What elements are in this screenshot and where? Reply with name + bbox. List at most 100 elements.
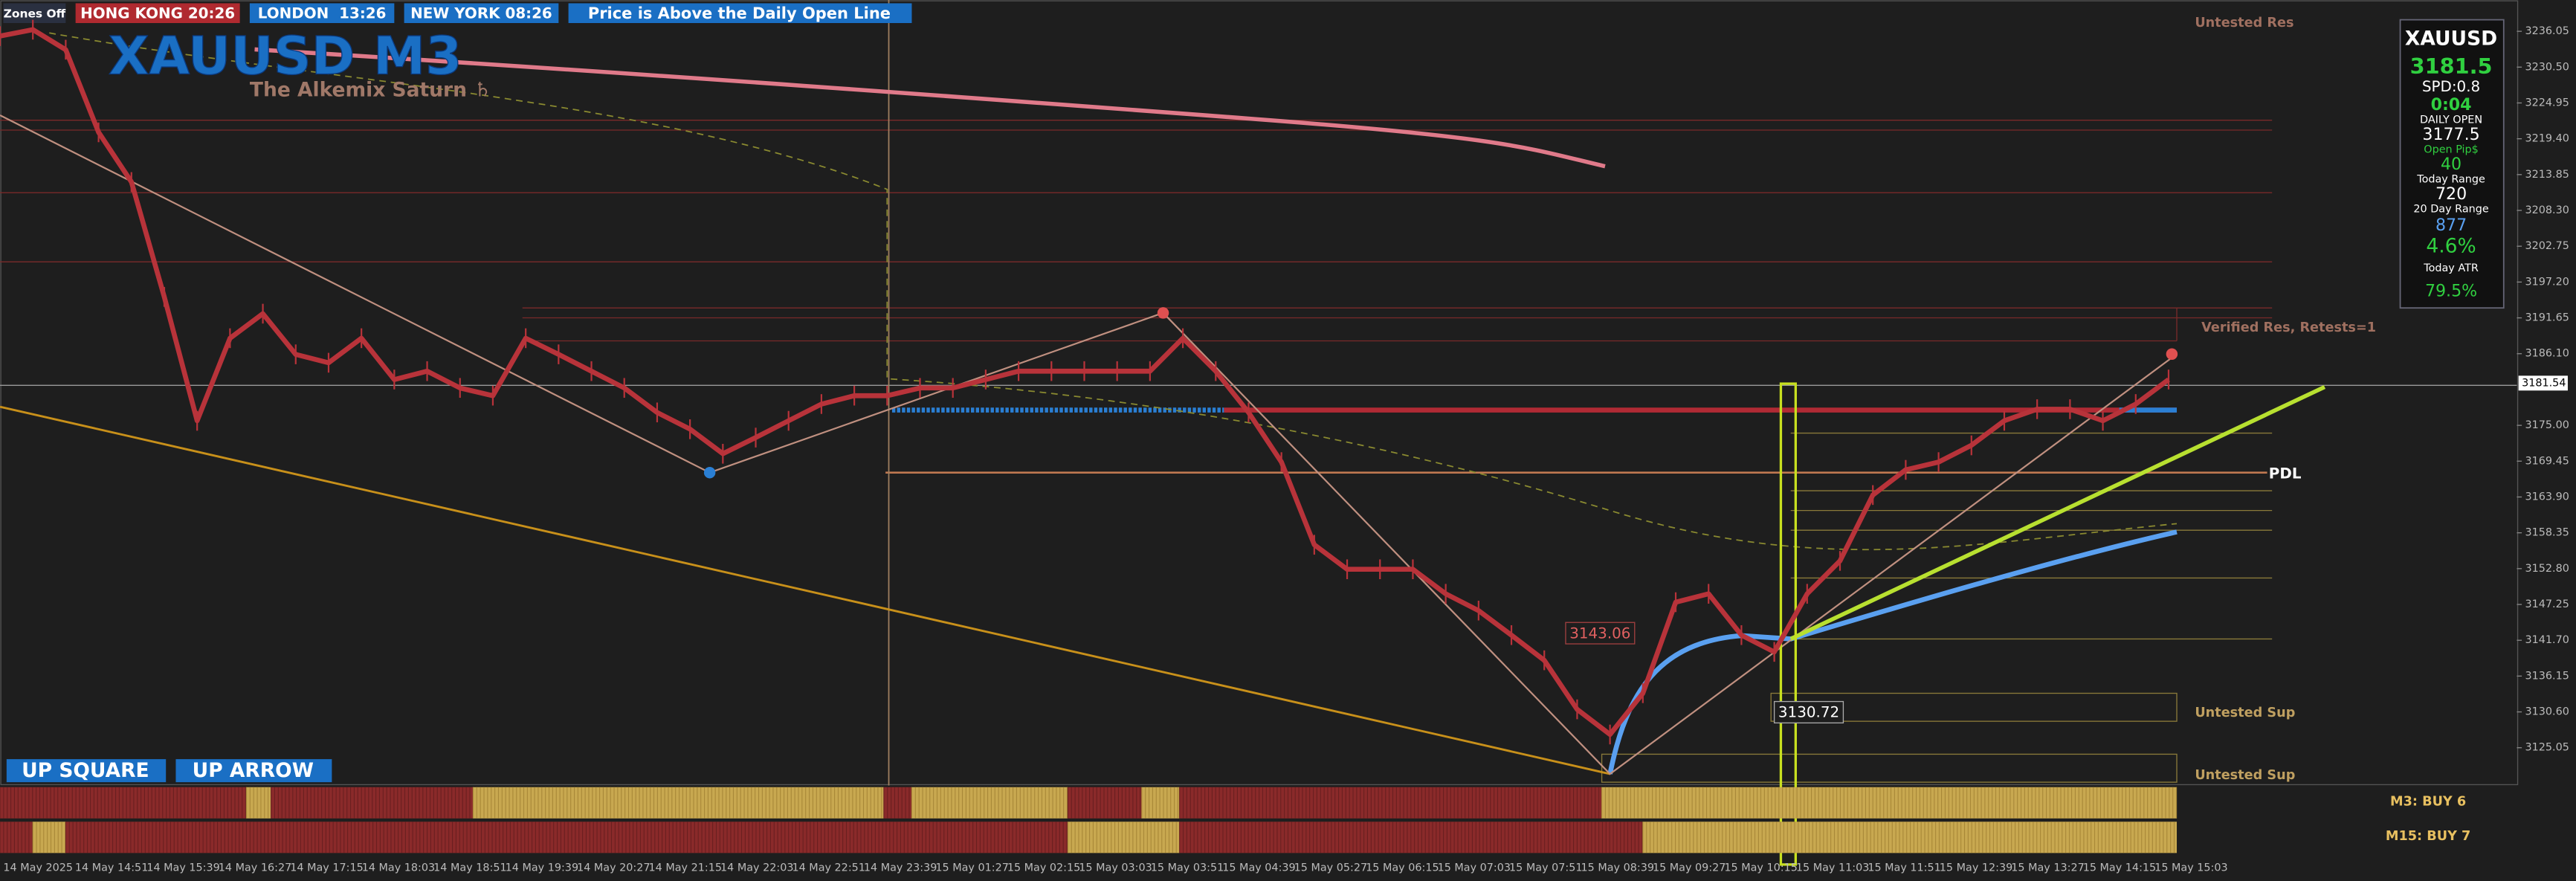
tab [404, 3, 559, 24]
x-tick-label: 15 May 01:27 [935, 862, 1008, 874]
panel-timer: 0:04 [2431, 95, 2472, 114]
panel-value: 3177.5 [2422, 125, 2479, 144]
x-tick-label: 15 May 11:51 [1868, 862, 1940, 874]
price-label: 3143.06 [1569, 625, 1630, 642]
price-box [1565, 622, 1636, 645]
strength-label: M3: BUY 6 [2390, 795, 2466, 810]
x-tick-label: 14 May 18:51 [433, 862, 506, 874]
x-tick-label: 15 May 15:03 [2154, 862, 2227, 874]
tab-label: HONG KONG 20:26 [80, 4, 235, 22]
strip-segment [1141, 787, 1180, 819]
strip-segment [1601, 787, 2178, 819]
panel-label: Open Pip$ [2424, 144, 2479, 156]
x-tick-label: 15 May 07:51 [1509, 862, 1582, 874]
x-tick-label: 15 May 12:39 [1940, 862, 2012, 874]
strip-segment [911, 787, 1068, 819]
panel-symbol: XAUUSD [2405, 28, 2497, 51]
strip-segment [33, 822, 66, 853]
panel-value: 4.6% [2426, 235, 2476, 258]
y-tick-label: 3130.60 [2525, 706, 2569, 718]
x-tick-label: 14 May 22:03 [720, 862, 793, 874]
x-tick-label: 14 May 14:51 [75, 862, 148, 874]
tab [75, 3, 240, 24]
x-tick-label: 15 May 07:03 [1438, 862, 1511, 874]
panel-value: 40 [2441, 155, 2462, 174]
current-price-box [2518, 375, 2568, 391]
support-lines [1601, 432, 2273, 783]
y-tick-label: 3186.10 [2525, 348, 2569, 360]
y-tick-label: 3141.70 [2525, 634, 2569, 646]
info-panel: XAUUSD 3181.5 SPD:0.8 0:04 DAILY OPEN 31… [2399, 19, 2505, 309]
panel-label: 20 Day Range [2413, 203, 2488, 215]
x-tick-label: 15 May 13:27 [2011, 862, 2084, 874]
x-tick-label: 15 May 11:03 [1796, 862, 1869, 874]
y-tick-label: 3147.25 [2525, 598, 2569, 610]
swing-low-dot [703, 466, 716, 479]
trend-line [0, 405, 1610, 775]
y-tick-label: 3219.40 [2525, 133, 2569, 145]
x-tick-label: 15 May 05:27 [1294, 862, 1367, 874]
moving-average [254, 47, 1606, 169]
x-tick-label: 14 May 15:39 [146, 862, 219, 874]
signal-box [1779, 382, 1797, 866]
price-box [1773, 700, 1844, 724]
y-tick-label: 3213.85 [2525, 169, 2569, 181]
x-tick-label: 15 May 03:51 [1151, 862, 1224, 874]
x-tick-label: 15 May 08:39 [1581, 862, 1654, 874]
strip-segment [246, 787, 271, 819]
dashed-average [49, 32, 2178, 551]
y-tick-label: 3230.50 [2525, 61, 2569, 73]
zone-label: Verified Res, Retests=1 [2201, 320, 2376, 335]
x-tick-label: 15 May 14:15 [2083, 862, 2156, 874]
y-tick-label: 3236.05 [2525, 25, 2569, 37]
tab-label: Price is Above the Daily Open Line [588, 4, 891, 22]
y-tick-label: 3175.00 [2525, 419, 2569, 431]
panel-label: Today ATR [2423, 262, 2479, 274]
x-tick-label: 14 May 20:27 [577, 862, 650, 874]
y-tick-label: 3136.15 [2525, 670, 2569, 682]
current-price-label: 3181.54 [2522, 377, 2566, 389]
strip-segment [0, 822, 33, 853]
lime-trend [1789, 385, 2326, 641]
strip-segment [65, 822, 1068, 853]
tab-label: Zones Off [4, 7, 66, 20]
y-tick-label: 3163.90 [2525, 491, 2569, 503]
zone-lines [0, 120, 2273, 342]
panel-frame [2399, 19, 2505, 309]
button[interactable] [175, 759, 332, 783]
panel-label: DAILY OPEN [2420, 114, 2482, 126]
button[interactable] [6, 759, 167, 783]
y-tick-label: 3125.05 [2525, 742, 2569, 754]
x-tick-label: 15 May 10:15 [1724, 862, 1797, 874]
tab [3, 3, 66, 24]
price-label: 3130.72 [1778, 704, 1839, 721]
y-tick-label: 3152.80 [2525, 563, 2569, 575]
strength-strip [0, 787, 2178, 853]
strength-label: M15: BUY 7 [2386, 829, 2470, 844]
x-tick-label: 14 May 19:39 [506, 862, 578, 874]
subtitle: The Alkemix Saturn ♄ [250, 78, 491, 101]
strip-segment [1068, 822, 1180, 853]
button-label[interactable]: UP ARROW [193, 759, 314, 782]
y-tick-label: 3169.45 [2525, 455, 2569, 467]
panel-price: 3181.5 [2410, 54, 2493, 79]
y-tick-label: 3197.20 [2525, 276, 2569, 288]
tab [568, 3, 912, 24]
y-tick-label: 3202.75 [2525, 240, 2569, 252]
pdl-label: PDL [2269, 465, 2302, 482]
zone-label: Untested Sup [2195, 706, 2295, 720]
strip-segment [883, 787, 912, 819]
x-tick-label: 15 May 03:03 [1079, 862, 1152, 874]
x-tick-label: 14 May 21:15 [649, 862, 722, 874]
x-tick-label: 15 May 06:15 [1366, 862, 1439, 874]
panel-value: 877 [2435, 216, 2467, 235]
x-tick-label: 14 May 16:27 [219, 862, 291, 874]
x-tick-label: 14 May 22:51 [792, 862, 865, 874]
blue-average [1607, 529, 2178, 775]
x-tick-label: 14 May 18:03 [362, 862, 435, 874]
y-tick-label: 3158.35 [2525, 527, 2569, 539]
plot-frame [0, 0, 2519, 786]
swing-high-dot [2166, 348, 2178, 360]
button-label[interactable]: UP SQUARE [22, 759, 149, 782]
